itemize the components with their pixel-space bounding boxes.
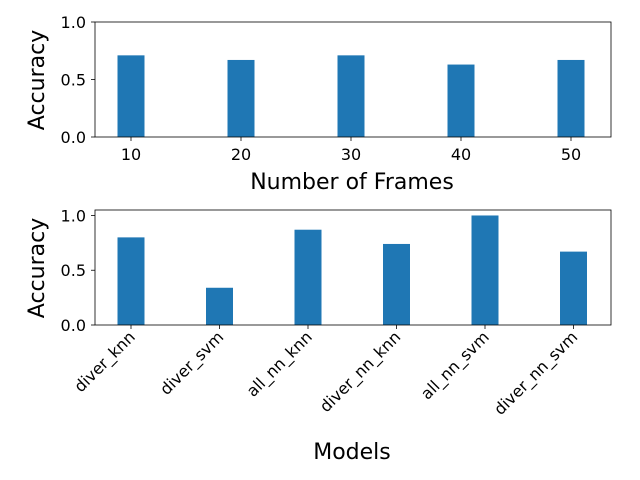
x-tick-label: 50 [561, 145, 581, 164]
y-tick-label: 1.0 [61, 13, 86, 32]
bar-all_nn_knn [294, 229, 322, 325]
y-tick-label: 0.5 [61, 261, 86, 280]
bar-40 [447, 64, 475, 137]
bar-30 [337, 55, 365, 137]
bar-all_nn_svm [471, 215, 499, 325]
frames-y-axis-label: Accuracy [25, 30, 50, 130]
models-y-axis-label: Accuracy [25, 218, 50, 318]
models-bars [117, 215, 587, 325]
y-tick-label: 0.5 [61, 71, 86, 90]
frames-x-ticks: 10 20 30 40 50 [121, 137, 581, 164]
x-tick-label: 20 [231, 145, 251, 164]
frames-accuracy-chart: 0.0 0.5 1.0 10 20 30 40 50 Accuracy Number of … [25, 13, 612, 195]
models-x-axis-label: Models [313, 440, 391, 465]
bar-diver_svm [206, 287, 233, 325]
frames-x-axis-label: Number of Frames [250, 170, 454, 195]
frames-bars [117, 55, 585, 138]
bar-10 [117, 55, 145, 137]
x-tick-label: 10 [121, 145, 141, 164]
models-y-ticks: 0.0 0.5 1.0 [61, 206, 95, 335]
y-tick-label: 0.0 [61, 128, 86, 147]
bar-20 [227, 59, 255, 138]
frames-y-ticks: 0.0 0.5 1.0 [61, 13, 95, 147]
models-plot-frame [94, 209, 612, 326]
x-tick-label: 30 [341, 145, 361, 164]
bar-diver_knn [117, 237, 145, 325]
y-tick-label: 0.0 [61, 316, 86, 335]
bar-diver_nn_svm [560, 251, 587, 325]
bar-diver_nn_knn [383, 243, 410, 325]
x-tick-label: 40 [451, 145, 471, 164]
frames-plot-frame [94, 21, 612, 138]
y-tick-label: 1.0 [61, 206, 86, 225]
bar-50 [557, 59, 585, 138]
